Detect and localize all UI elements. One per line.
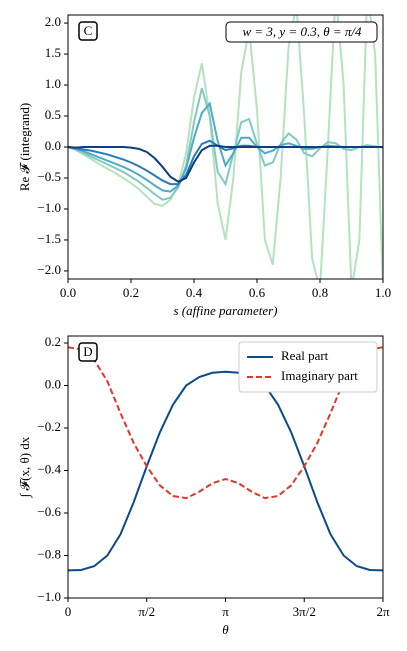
y-tick-label: −0.6 xyxy=(37,504,61,519)
x-tick-label: 1.0 xyxy=(375,285,391,300)
series-line xyxy=(68,87,383,201)
legend-box xyxy=(238,341,378,393)
y-tick-label: −0.2 xyxy=(37,419,61,434)
annotation-box xyxy=(225,21,378,43)
plot-frame xyxy=(67,335,384,599)
y-tick-label: 1.5 xyxy=(45,45,61,60)
x-tick-label: 0.6 xyxy=(249,285,266,300)
series-line xyxy=(68,15,383,279)
y-tick-label: −0.8 xyxy=(37,546,61,561)
panel-label: D xyxy=(83,344,92,359)
x-tick-label: 0.8 xyxy=(312,285,328,300)
y-tick-label: −0.5 xyxy=(37,169,61,184)
y-tick-label: 2.0 xyxy=(45,14,61,29)
series-line xyxy=(68,346,383,500)
x-tick-label: π/2 xyxy=(138,604,155,619)
legend-label: Real part xyxy=(281,348,329,363)
x-tick-label: 2π xyxy=(376,604,390,619)
panel-label-box xyxy=(78,342,98,362)
y-tick-label: 0.2 xyxy=(45,334,61,349)
x-tick-label: 0.4 xyxy=(186,285,203,300)
y-tick-label: 0.0 xyxy=(45,138,61,153)
y-tick-label: −2.0 xyxy=(37,262,61,277)
annotation: w = 3, y = 0.3, θ = π/4 xyxy=(242,24,362,39)
y-tick-label: −0.4 xyxy=(37,461,61,476)
x-tick-label: 0.0 xyxy=(60,285,76,300)
y-tick-label: −1.0 xyxy=(37,589,61,604)
x-tick-label: 0.2 xyxy=(123,285,139,300)
x-axis-label: θ xyxy=(222,622,229,637)
y-axis-label: Re 𝓕 (integrand) xyxy=(17,103,32,191)
panel-label-box xyxy=(78,21,98,41)
series-line xyxy=(68,144,383,183)
x-axis-label: s (affine parameter) xyxy=(174,303,278,318)
plot-frame xyxy=(67,14,384,280)
y-tick-label: −1.5 xyxy=(37,231,61,246)
legend-label: Imaginary part xyxy=(281,368,358,383)
panel-label: C xyxy=(84,23,93,38)
series-line xyxy=(68,370,383,572)
plot-lines xyxy=(68,346,383,572)
y-tick-label: 1.0 xyxy=(45,76,61,91)
x-tick-label: 0 xyxy=(65,604,72,619)
y-tick-label: 0.0 xyxy=(45,376,61,391)
y-axis-label: ∫ 𝓕(x, θ) dx xyxy=(17,436,33,498)
x-tick-label: π xyxy=(222,604,229,619)
plot-lines xyxy=(68,15,383,279)
y-tick-label: 0.5 xyxy=(45,107,61,122)
series-line xyxy=(68,101,383,193)
x-tick-label: 3π/2 xyxy=(293,604,316,619)
y-tick-label: −1.0 xyxy=(37,200,61,215)
